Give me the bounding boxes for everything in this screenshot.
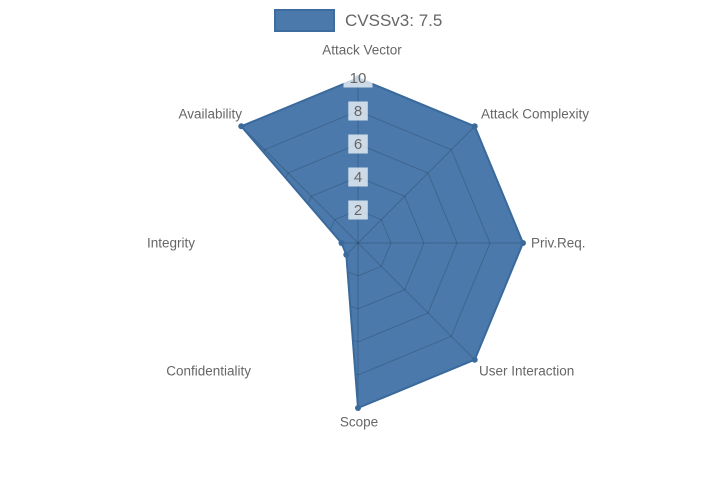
axis-label: Attack Complexity	[481, 107, 589, 122]
tick-backdrop	[343, 68, 373, 88]
data-point-marker	[355, 405, 361, 411]
data-point-marker	[471, 123, 478, 130]
axis-spoke	[357, 125, 476, 244]
axis-spoke	[357, 242, 476, 361]
legend-label[interactable]: CVSSv3: 7.5	[345, 11, 443, 30]
tick-backdrop	[348, 101, 368, 121]
data-point-marker	[343, 251, 350, 258]
radar-fill-area	[241, 78, 524, 408]
tick-label: 10	[350, 70, 367, 87]
tick-backdrop	[348, 167, 368, 187]
tick-backdrop	[348, 134, 368, 154]
tick-label: 2	[354, 202, 362, 219]
data-point-marker	[471, 356, 478, 363]
grid-ring	[324, 209, 392, 277]
legend-swatch[interactable]	[274, 9, 335, 32]
data-point-marker	[338, 240, 345, 246]
data-point-marker	[520, 240, 526, 246]
axis-label: Priv.Req.	[531, 236, 586, 251]
tick-label: 6	[354, 136, 362, 153]
tick-backdrop	[348, 200, 368, 220]
axis-label: Availability	[178, 107, 242, 122]
axis-label: User Interaction	[479, 364, 574, 379]
axis-label: Attack Vector	[322, 43, 402, 58]
tick-label: 8	[354, 103, 362, 120]
data-point-marker	[238, 123, 245, 130]
axis-label: Scope	[340, 415, 378, 430]
axis-spoke	[241, 125, 359, 244]
axis-spoke	[241, 242, 359, 361]
axis-label: Confidentiality	[166, 364, 251, 379]
tick-label: 4	[354, 169, 362, 186]
legend[interactable]: CVSSv3: 7.5	[274, 9, 442, 32]
axis-label: Integrity	[147, 236, 195, 251]
